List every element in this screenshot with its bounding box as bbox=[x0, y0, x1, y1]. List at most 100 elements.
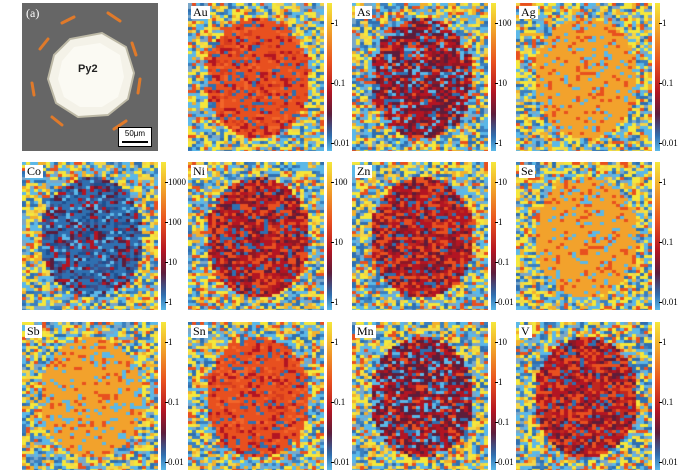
colorbar-tick-mark bbox=[659, 402, 662, 403]
colorbar-tick-mark bbox=[495, 382, 498, 383]
element-label: Ni bbox=[191, 164, 207, 178]
colorbar-tick-label: 1 bbox=[334, 18, 339, 28]
element-label: Co bbox=[25, 164, 44, 178]
element-label: Sn bbox=[191, 324, 208, 338]
colorbar-tick-mark bbox=[165, 342, 168, 343]
laser-map-image bbox=[188, 162, 324, 310]
colorbar-tick-mark bbox=[659, 182, 662, 183]
colorbar-tick-label: 0.01 bbox=[334, 457, 350, 467]
laser-map-image bbox=[352, 162, 488, 310]
colorbar-tick-label: 0.1 bbox=[498, 257, 510, 267]
laser-map-image bbox=[516, 3, 652, 151]
element-label: Zn bbox=[355, 164, 373, 178]
colorbar bbox=[491, 162, 496, 310]
colorbar bbox=[655, 322, 660, 470]
colorbar-tick-label: 0.01 bbox=[662, 297, 678, 307]
colorbar-tick-mark bbox=[495, 143, 498, 144]
colorbar-tick-mark bbox=[659, 342, 662, 343]
colorbar-tick-label: 1 bbox=[168, 337, 173, 347]
colorbar-tick-mark bbox=[331, 182, 334, 183]
laser-map-image bbox=[188, 3, 324, 151]
map-sb: Sb 1 0.1 0.01 bbox=[22, 322, 192, 472]
colorbar-tick-mark bbox=[495, 462, 498, 463]
colorbar-tick-label: 10 bbox=[334, 237, 343, 247]
colorbar-tick-mark bbox=[659, 242, 662, 243]
element-label: Au bbox=[191, 5, 210, 19]
colorbar-tick-label: 1 bbox=[334, 337, 339, 347]
element-label: As bbox=[355, 5, 373, 19]
colorbar bbox=[655, 162, 660, 310]
colorbar bbox=[161, 322, 166, 470]
colorbar-tick-mark bbox=[659, 143, 662, 144]
colorbar-tick-label: 1 bbox=[168, 297, 173, 307]
colorbar-tick-mark bbox=[165, 302, 168, 303]
map-co: Co 1000 100 10 1 bbox=[22, 162, 192, 312]
colorbar-tick-mark bbox=[165, 222, 168, 223]
colorbar-tick-mark bbox=[165, 402, 168, 403]
colorbar-tick-mark bbox=[495, 23, 498, 24]
map-ag: Ag 1 0.1 0.01 bbox=[516, 3, 686, 153]
colorbar-tick-label: 0.1 bbox=[168, 397, 180, 407]
colorbar-tick-label: 10 bbox=[498, 177, 507, 187]
colorbar-tick-mark bbox=[331, 342, 334, 343]
element-label: Se bbox=[519, 164, 535, 178]
map-zn: Zn 10 1 0.1 0.01 bbox=[352, 162, 522, 312]
colorbar-tick-label: 0.1 bbox=[662, 78, 674, 88]
colorbar-tick-label: 100 bbox=[168, 217, 182, 227]
colorbar-tick-label: 0.01 bbox=[662, 138, 678, 148]
colorbar-tick-label: 10 bbox=[168, 257, 177, 267]
colorbar-tick-mark bbox=[495, 302, 498, 303]
optical-micrograph: (a) Py2 50μm bbox=[22, 3, 158, 151]
colorbar-tick-label: 100 bbox=[498, 18, 512, 28]
colorbar bbox=[161, 162, 166, 310]
laser-map-image bbox=[516, 322, 652, 470]
colorbar-tick-label: 0.1 bbox=[334, 397, 346, 407]
laser-map-image bbox=[188, 322, 324, 470]
colorbar-tick-mark bbox=[331, 462, 334, 463]
colorbar-tick-label: 0.01 bbox=[498, 297, 514, 307]
colorbar-tick-label: 1 bbox=[498, 217, 503, 227]
colorbar-tick-label: 100 bbox=[334, 177, 348, 187]
element-label: Ag bbox=[519, 5, 538, 19]
colorbar-tick-label: 1000 bbox=[168, 177, 186, 187]
colorbar-tick-mark bbox=[495, 182, 498, 183]
colorbar bbox=[327, 322, 332, 470]
laser-map-image bbox=[352, 3, 488, 151]
colorbar-tick-label: 1 bbox=[662, 177, 667, 187]
map-au: Au 1 0.1 0.01 bbox=[188, 3, 358, 153]
grain-label: Py2 bbox=[78, 63, 98, 75]
colorbar-tick-mark bbox=[495, 262, 498, 263]
colorbar bbox=[491, 3, 496, 151]
colorbar-tick-mark bbox=[495, 222, 498, 223]
colorbar bbox=[327, 162, 332, 310]
figure-label: (a) bbox=[26, 6, 40, 20]
colorbar-tick-mark bbox=[331, 302, 334, 303]
colorbar-tick-label: 1 bbox=[662, 337, 667, 347]
colorbar-tick-label: 0.01 bbox=[334, 138, 350, 148]
laser-map-image bbox=[22, 322, 158, 470]
colorbar-tick-mark bbox=[165, 262, 168, 263]
scale-bar-label: 50μm bbox=[124, 129, 146, 138]
colorbar-tick-label: 1 bbox=[498, 138, 503, 148]
colorbar-tick-mark bbox=[659, 462, 662, 463]
map-ni: Ni 100 10 1 bbox=[188, 162, 358, 312]
colorbar bbox=[327, 3, 332, 151]
colorbar-tick-mark bbox=[331, 242, 334, 243]
laser-map-image bbox=[516, 162, 652, 310]
laser-map-image bbox=[352, 322, 488, 470]
colorbar-tick-mark bbox=[495, 422, 498, 423]
colorbar-tick-mark bbox=[495, 342, 498, 343]
colorbar-tick-label: 10 bbox=[498, 337, 507, 347]
pyrite-grain-image bbox=[22, 3, 158, 151]
map-mn: Mn 10 1 0.1 0.01 bbox=[352, 322, 522, 472]
colorbar-tick-label: 0.1 bbox=[334, 78, 346, 88]
map-sn: Sn 1 0.1 0.01 bbox=[188, 322, 358, 472]
laser-map-image bbox=[22, 162, 158, 310]
colorbar-tick-label: 0.01 bbox=[662, 457, 678, 467]
map-as: As 100 10 1 bbox=[352, 3, 522, 153]
colorbar-tick-mark bbox=[495, 83, 498, 84]
element-label: V bbox=[519, 324, 532, 338]
colorbar-tick-label: 1 bbox=[662, 18, 667, 28]
colorbar-tick-label: 0.1 bbox=[498, 417, 510, 427]
colorbar-tick-label: 0.01 bbox=[498, 457, 514, 467]
